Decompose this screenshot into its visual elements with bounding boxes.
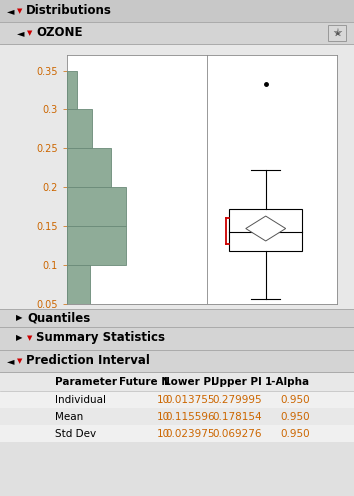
Text: 0.950: 0.950 (280, 395, 310, 405)
Text: ◄: ◄ (17, 28, 24, 38)
Text: Prediction Interval: Prediction Interval (26, 355, 150, 368)
Text: Future N: Future N (119, 377, 170, 387)
Bar (0, 327, 354, 350)
Text: Lower PI: Lower PI (164, 377, 215, 387)
Text: ◄: ◄ (7, 6, 15, 16)
Polygon shape (246, 216, 286, 241)
Bar (67, 226, 126, 265)
Text: Upper PI: Upper PI (211, 377, 262, 387)
Bar (0, 425, 354, 442)
Text: 0.115596: 0.115596 (165, 412, 215, 422)
Text: ★: ★ (333, 28, 341, 38)
Bar (0, 309, 354, 327)
Text: 0.069276: 0.069276 (212, 429, 262, 439)
Text: 0.279995: 0.279995 (212, 395, 262, 405)
Bar (0, 391, 354, 408)
Text: ▼: ▼ (17, 8, 22, 14)
Text: Summary Statistics: Summary Statistics (36, 331, 165, 345)
Text: 0.950: 0.950 (280, 429, 310, 439)
Bar (0, 350, 354, 372)
Text: 0.013755: 0.013755 (166, 395, 215, 405)
Bar (67, 110, 92, 148)
Text: ▼: ▼ (27, 30, 32, 36)
Text: ▶: ▶ (16, 313, 23, 322)
Bar (0, 0, 354, 22)
Text: 0.178154: 0.178154 (212, 412, 262, 422)
Text: ▼: ▼ (27, 335, 32, 341)
Bar (0, 44, 354, 309)
Bar (0, 22, 354, 44)
Text: Mean: Mean (55, 412, 83, 422)
Text: ◄: ◄ (7, 356, 15, 366)
Text: 10: 10 (157, 395, 170, 405)
Bar (0, 408, 354, 425)
Text: Individual: Individual (55, 395, 106, 405)
Bar (67, 187, 126, 226)
Text: 10: 10 (157, 429, 170, 439)
Bar (328, 25, 346, 41)
Bar (67, 148, 111, 187)
Text: ☆: ☆ (332, 28, 342, 38)
Bar (229, 209, 302, 251)
Bar (67, 265, 90, 304)
Text: 10: 10 (157, 412, 170, 422)
Text: 1-Alpha: 1-Alpha (265, 377, 310, 387)
Text: ▼: ▼ (17, 358, 22, 364)
Text: Parameter: Parameter (55, 377, 117, 387)
Text: Quantiles: Quantiles (27, 311, 90, 324)
Text: 0.023975: 0.023975 (166, 429, 215, 439)
Bar (0, 372, 354, 391)
Text: 0.950: 0.950 (280, 412, 310, 422)
Bar (67, 70, 76, 110)
Text: ▶: ▶ (16, 333, 23, 343)
Text: Std Dev: Std Dev (55, 429, 96, 439)
Text: OZONE: OZONE (36, 26, 82, 40)
Text: Distributions: Distributions (26, 4, 112, 17)
